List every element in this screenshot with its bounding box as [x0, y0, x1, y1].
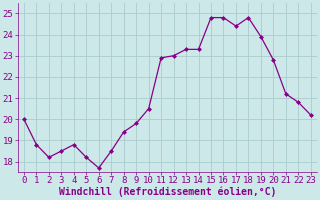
X-axis label: Windchill (Refroidissement éolien,°C): Windchill (Refroidissement éolien,°C) [59, 187, 276, 197]
